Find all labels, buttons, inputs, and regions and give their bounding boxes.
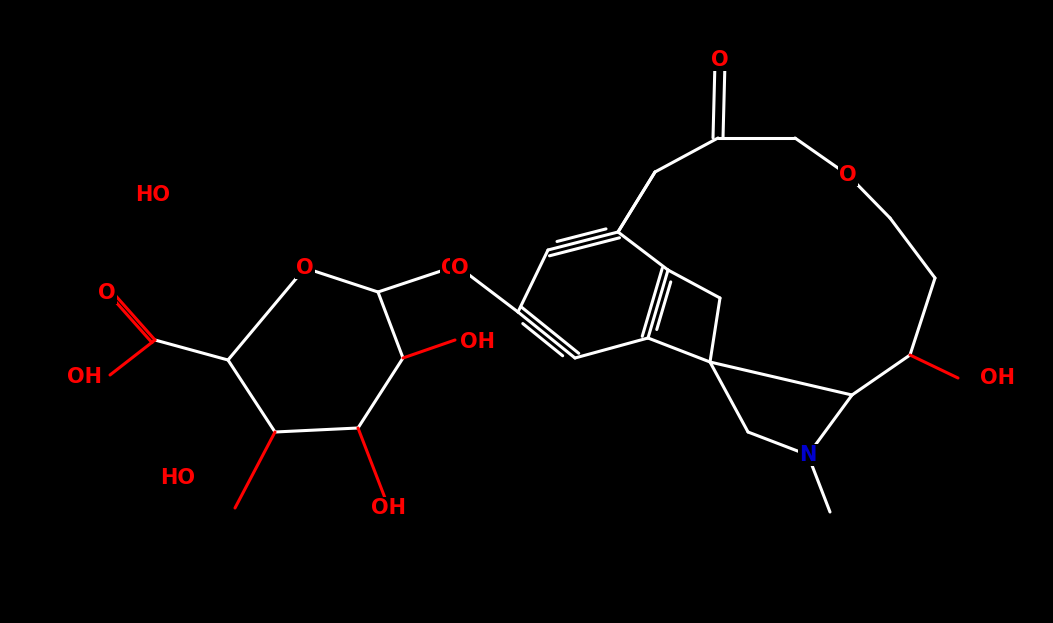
Text: N: N [799,445,817,465]
Text: O: O [441,258,459,278]
Text: O: O [839,165,857,185]
Text: OH: OH [67,367,102,387]
Text: O: O [711,50,729,70]
Text: HO: HO [135,185,170,205]
Text: O: O [98,283,116,303]
Text: OH: OH [371,498,405,518]
Text: O: O [296,258,314,278]
Text: OH: OH [460,332,495,352]
Text: HO: HO [160,468,195,488]
Text: O: O [451,258,469,278]
Text: OH: OH [980,368,1015,388]
